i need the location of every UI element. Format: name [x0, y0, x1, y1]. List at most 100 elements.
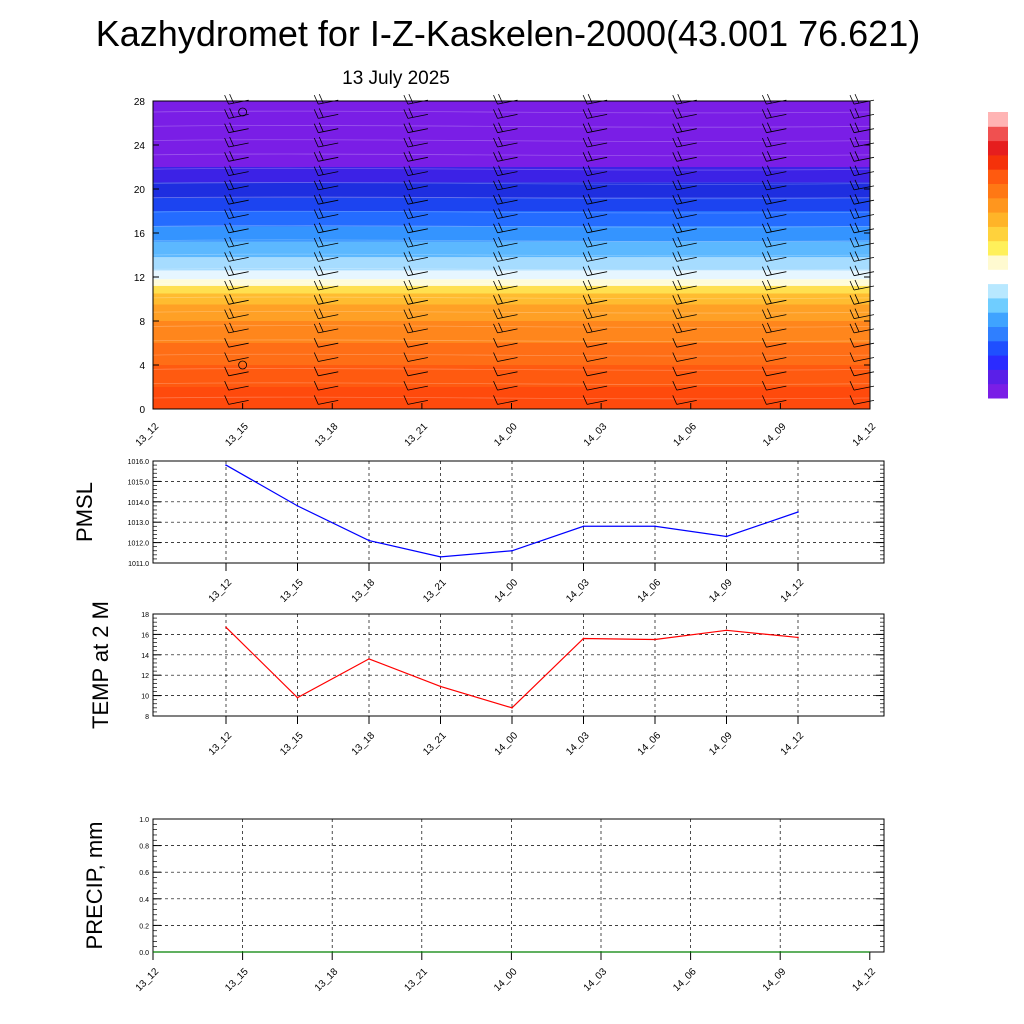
- plot-frame: [152, 460, 885, 564]
- colorbar-swatch: [988, 297, 1008, 313]
- wind-barb: [403, 308, 428, 319]
- colorbar-swatch: [988, 283, 1008, 299]
- wind-barb: [849, 352, 875, 362]
- x-tick-label: 13_21: [421, 730, 449, 758]
- wind-barb: [403, 122, 428, 134]
- wind-barb: [762, 122, 787, 134]
- wind-barb: [403, 251, 428, 262]
- x-tick-label: 13_18: [350, 577, 378, 605]
- wind-barb: [224, 236, 249, 248]
- x-tick-label: 14_03: [564, 577, 592, 605]
- wind-barb: [849, 194, 875, 205]
- wind-barb: [849, 322, 875, 334]
- data-point: [225, 464, 227, 466]
- x-tick-label: 14_00: [493, 577, 521, 605]
- wind-barb: [582, 222, 608, 234]
- data-point: [296, 696, 299, 699]
- x-tick-label: 14_06: [636, 730, 664, 758]
- wind-barb: [762, 251, 787, 262]
- y-axis-label: PMSL: [72, 482, 97, 542]
- wind-barb: [582, 395, 608, 405]
- data-point: [725, 629, 728, 632]
- data-point: [368, 539, 370, 542]
- colorbar-swatch: [988, 369, 1008, 385]
- wind-barb: [582, 279, 608, 291]
- wind-barb: [313, 236, 339, 248]
- colorbar-swatch: [988, 240, 1008, 256]
- wind-barb: [849, 222, 875, 234]
- wind-barb: [224, 279, 249, 291]
- wind-barb: [313, 251, 339, 262]
- wind-barb: [672, 179, 697, 191]
- cross-section-panel: 0 4 8 12 16 20 24 28 13_12 13_15 13_18 13_21 14_00 14…: [134, 93, 878, 449]
- wind-barb: [224, 265, 249, 277]
- wind-barb: [403, 208, 428, 219]
- colorbar-swatch: [988, 326, 1008, 342]
- wind-barb: [849, 279, 875, 291]
- y-tick-label: 1015.0: [128, 479, 150, 486]
- wind-barb: [493, 222, 518, 234]
- wind-barb: [403, 194, 428, 205]
- wind-barb: [849, 338, 875, 348]
- wind-barb: [493, 395, 518, 405]
- wind-barb: [493, 208, 518, 219]
- x-tick-label: 14_00: [492, 966, 520, 994]
- y-tick-label: 1016.0: [128, 459, 150, 466]
- contour-line: [152, 282, 871, 285]
- colorbar-swatch: [988, 212, 1008, 227]
- wind-barb: [493, 179, 518, 191]
- plot-frame: [152, 818, 885, 953]
- pmsl-panel: 1011.0 1012.0 1013.0 1014.0 1015.0 1016.0 13_1…: [72, 459, 885, 605]
- wind-barb: [493, 194, 518, 205]
- x-tick-label: 14_06: [671, 966, 699, 994]
- wind-barb: [849, 179, 875, 191]
- wind-barb: [582, 294, 608, 305]
- heatmap-band: [153, 226, 870, 242]
- heatmap-band: [153, 343, 870, 365]
- wind-barb: [582, 265, 608, 277]
- y-tick-label: 0.6: [139, 870, 149, 877]
- wind-barb: [849, 236, 875, 248]
- wind-barb: [493, 122, 518, 134]
- colorbar: [988, 112, 1008, 399]
- wind-barb: [762, 352, 787, 362]
- x-tick-label: 14_03: [582, 966, 610, 994]
- wind-barb: [224, 222, 249, 234]
- data-point: [654, 525, 656, 528]
- wind-barb: [224, 179, 249, 191]
- contour-line: [152, 382, 871, 385]
- x-tick-label: 14_03: [582, 421, 610, 449]
- wind-barb: [313, 380, 339, 391]
- data-point: [225, 626, 227, 629]
- contour-line: [152, 139, 871, 142]
- wind-barb: [224, 136, 249, 148]
- wind-barb: [224, 194, 249, 205]
- calm-marker: [238, 360, 248, 370]
- contour-line: [152, 325, 871, 328]
- x-tick-label: 14_09: [761, 966, 789, 994]
- y-tick-label: 8: [139, 317, 145, 328]
- y-tick-label: 18: [141, 612, 149, 619]
- wind-barb: [582, 338, 608, 348]
- x-tick-label: 13_12: [207, 577, 235, 605]
- heatmap-band: [153, 257, 870, 271]
- wind-barb: [224, 165, 249, 176]
- wind-barb: [582, 322, 608, 334]
- wind-barb: [313, 279, 339, 291]
- wind-barb: [582, 208, 608, 219]
- y-tick-label: 0: [139, 405, 145, 416]
- contour-line: [152, 339, 871, 343]
- x-tick-label: 14_00: [492, 421, 520, 449]
- wind-barb: [582, 151, 608, 162]
- data-point: [654, 638, 656, 641]
- colorbar-swatch: [988, 140, 1008, 156]
- contour-line: [152, 239, 871, 242]
- wind-barb: [762, 265, 787, 277]
- contour-line: [152, 210, 871, 214]
- wind-barb: [582, 179, 608, 191]
- wind-barb: [224, 122, 249, 134]
- contour-line: [152, 396, 871, 400]
- wind-barb: [849, 251, 875, 262]
- heatmap-band: [153, 211, 870, 227]
